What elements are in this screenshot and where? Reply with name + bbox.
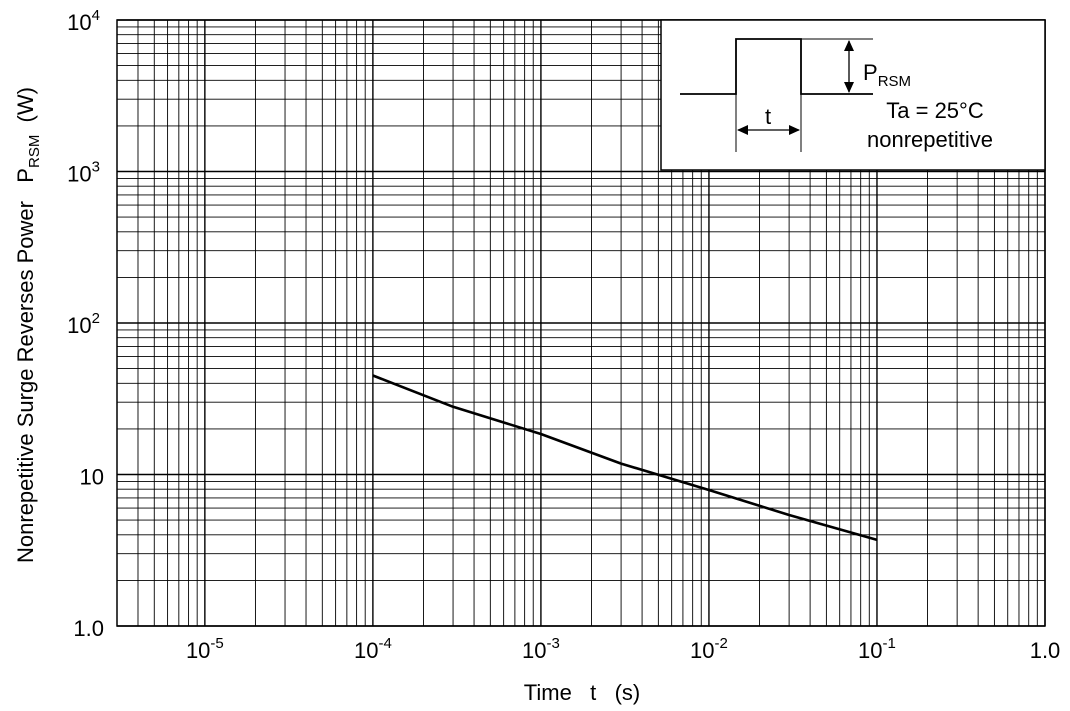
x-tick-label: 10-3 — [522, 635, 560, 663]
y-axis-title-main: Nonrepetitive Surge Reverses Power P — [13, 168, 38, 563]
x-tick-exponent: -4 — [378, 635, 391, 652]
y-tick-label: 1.0 — [73, 616, 104, 641]
x-tick-label: 10-4 — [354, 635, 392, 663]
y-axis-title: Nonrepetitive Surge Reverses Power PRSM … — [13, 87, 43, 563]
plot-frame — [116, 19, 1046, 627]
amplitude-label-sub: RSM — [878, 73, 911, 90]
x-tick-label: 1.0 — [1030, 638, 1061, 663]
y-tick-exponent: 2 — [92, 310, 100, 327]
nonrepetitive-note: nonrepetitive — [867, 127, 993, 152]
amplitude-label-main: P — [863, 60, 878, 85]
y-axis-title-sub: RSM — [26, 135, 43, 168]
y-tick-label: 10 — [80, 465, 104, 490]
y-tick-label: 104 — [67, 7, 100, 35]
x-tick-label: 10-1 — [858, 635, 896, 663]
width-arrow-left — [737, 125, 748, 135]
pulse-width-label: t — [765, 104, 771, 129]
series-group — [372, 374, 878, 542]
x-tick-base: 1.0 — [1030, 638, 1061, 663]
amplitude-arrow-down — [844, 82, 854, 93]
inset-background — [660, 19, 1046, 171]
x-tick-base: 10 — [858, 638, 882, 663]
y-tick-exponent: 4 — [92, 7, 100, 24]
x-tick-exponent: -3 — [546, 635, 559, 652]
x-tick-base: 10 — [522, 638, 546, 663]
y-tick-base: 10 — [67, 313, 91, 338]
pulse-waveform — [680, 38, 873, 95]
y-axis-title-unit: (W) — [13, 87, 38, 135]
power-curve-line — [372, 374, 878, 542]
x-axis-title: Time t (s) — [524, 680, 641, 705]
y-tick-base: 10 — [67, 10, 91, 35]
y-tick-label: 103 — [67, 159, 100, 187]
x-tick-labels: 10-5 10-4 10-3 10-2 10-1 1.0 — [186, 635, 1060, 663]
inset-legend-box: t PRSM Ta = 25°C nonrepetitive — [660, 19, 1046, 171]
x-tick-exponent: -1 — [883, 635, 896, 652]
x-tick-exponent: -2 — [715, 635, 728, 652]
temperature-condition: Ta = 25°C — [886, 98, 984, 123]
x-tick-label: 10-5 — [186, 635, 224, 663]
x-tick-base: 10 — [186, 638, 210, 663]
x-tick-exponent: -5 — [210, 635, 223, 652]
x-tick-base: 10 — [690, 638, 714, 663]
y-tick-base: 10 — [80, 465, 104, 490]
y-tick-label: 102 — [67, 310, 100, 338]
width-arrow-right — [789, 125, 800, 135]
x-tick-label: 10-2 — [690, 635, 728, 663]
y-tick-exponent: 3 — [92, 159, 100, 176]
amplitude-label: PRSM — [863, 60, 911, 90]
y-tick-base: 10 — [67, 162, 91, 187]
amplitude-arrow-up — [844, 40, 854, 51]
y-tick-base: 1.0 — [73, 616, 104, 641]
x-tick-base: 10 — [354, 638, 378, 663]
